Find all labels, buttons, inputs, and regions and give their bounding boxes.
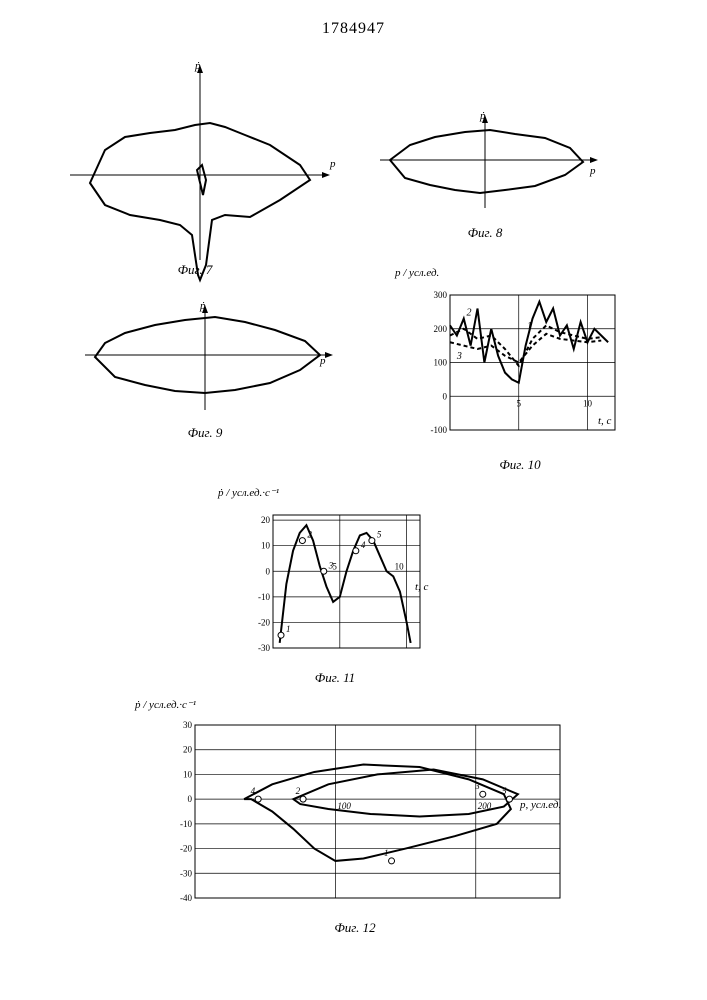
fig8-xlabel: p <box>590 165 596 177</box>
svg-text:1: 1 <box>527 321 532 332</box>
document-number: 1784947 <box>0 20 707 38</box>
svg-text:10: 10 <box>395 561 405 571</box>
fig11-caption: Фиг. 11 <box>275 670 395 686</box>
svg-text:-10: -10 <box>258 592 270 602</box>
svg-text:3: 3 <box>474 781 480 791</box>
fig9-xlabel: p <box>320 355 326 367</box>
fig10-ylabel: p / усл.ед. <box>395 268 439 279</box>
svg-text:20: 20 <box>261 515 271 525</box>
svg-text:1: 1 <box>384 848 389 858</box>
svg-text:5: 5 <box>502 786 507 796</box>
svg-text:1: 1 <box>286 624 291 634</box>
svg-text:20: 20 <box>183 745 193 755</box>
svg-text:4: 4 <box>361 540 366 550</box>
svg-text:3: 3 <box>456 351 462 362</box>
fig8-ylabel: ṗ <box>480 110 486 122</box>
fig11-xlabel: t, c <box>415 582 428 592</box>
fig9-plot <box>85 305 335 415</box>
fig9-caption: Фиг. 9 <box>145 425 265 441</box>
svg-text:-20: -20 <box>180 844 192 854</box>
svg-text:30: 30 <box>183 720 193 730</box>
fig10-xlabel: t, c <box>598 415 611 427</box>
fig7-ylabel: ṗ <box>195 60 201 72</box>
fig9-ylabel: ṗ <box>200 300 206 312</box>
svg-text:300: 300 <box>434 290 448 300</box>
svg-text:0: 0 <box>266 566 271 576</box>
svg-text:5: 5 <box>377 530 382 540</box>
svg-text:2: 2 <box>307 530 312 540</box>
fig12-ylabel: ṗ / усл.ед.·c⁻¹ <box>135 700 196 711</box>
svg-text:-20: -20 <box>258 617 270 627</box>
fig8-plot <box>380 115 600 215</box>
svg-text:10: 10 <box>183 769 193 779</box>
svg-text:10: 10 <box>583 398 593 408</box>
fig10-caption: Фиг. 10 <box>460 457 580 473</box>
fig12-plot: -40-30-20-10010203010020012345 <box>165 720 565 910</box>
fig7-plot <box>70 65 330 265</box>
svg-text:2: 2 <box>296 786 301 796</box>
svg-text:-30: -30 <box>180 868 192 878</box>
svg-text:4: 4 <box>251 786 256 796</box>
fig11-plot: -30-20-100102051012345 <box>245 510 425 660</box>
svg-text:-30: -30 <box>258 643 270 653</box>
svg-text:-100: -100 <box>431 425 448 435</box>
svg-text:0: 0 <box>188 794 193 804</box>
fig11-ylabel: ṗ / усл.ед.·c⁻¹ <box>218 488 279 499</box>
svg-text:100: 100 <box>434 358 448 368</box>
svg-text:200: 200 <box>434 324 448 334</box>
fig10-plot: -100 0 100 200 300 5 10 1 2 3 <box>420 290 620 445</box>
svg-text:-10: -10 <box>180 819 192 829</box>
svg-text:3: 3 <box>328 560 334 570</box>
svg-text:5: 5 <box>517 398 522 408</box>
svg-text:2: 2 <box>467 307 472 318</box>
fig7-caption: Фиг. 7 <box>120 262 270 278</box>
svg-text:-40: -40 <box>180 893 192 903</box>
fig12-caption: Фиг. 12 <box>295 920 415 936</box>
fig12-xlabel: p, усл.ед. <box>520 800 561 810</box>
fig7-xlabel: p <box>330 158 336 170</box>
fig8-caption: Фиг. 8 <box>425 225 545 241</box>
svg-text:10: 10 <box>261 541 271 551</box>
svg-text:0: 0 <box>443 391 448 401</box>
